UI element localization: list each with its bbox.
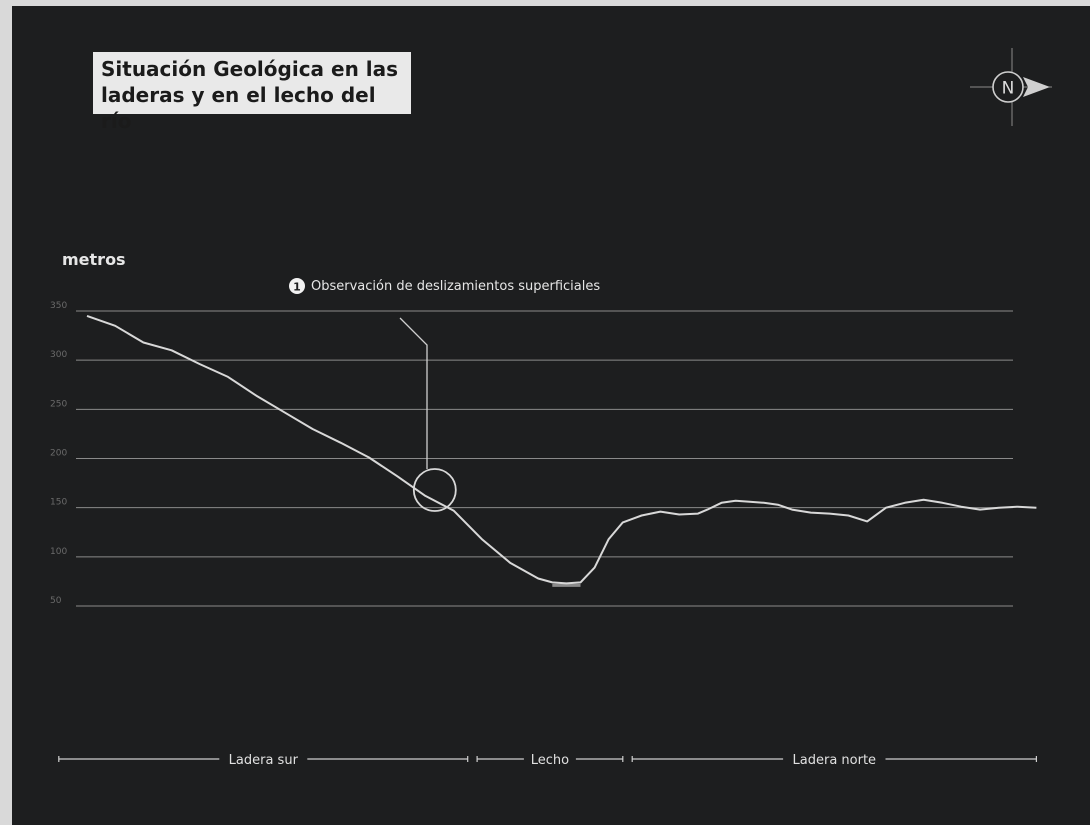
grid-lines [76, 310, 1013, 607]
y-tick-label-350: 350 [50, 301, 67, 311]
series-line-terrain-profile [86, 314, 1037, 585]
annotation-number: 1 [293, 281, 301, 294]
y-tick-label-200: 200 [50, 449, 67, 459]
annotation: 1 Observación de deslizamientos superfic… [289, 278, 600, 512]
y-tick-label-150: 150 [50, 498, 67, 508]
section-label: Lecho [531, 753, 569, 768]
section-markers: Ladera sur Lecho Ladera norte [58, 753, 1038, 768]
chart-background [12, 6, 1090, 825]
y-tick-label-250: 250 [50, 399, 67, 409]
annotation-text: Observación de deslizamientos superficia… [311, 279, 600, 294]
section-label: Ladera sur [229, 753, 299, 768]
chart-title: Situación Geológica en las laderas y en … [93, 52, 411, 133]
compass-label: N [1002, 79, 1015, 99]
highlight-circle [412, 468, 457, 512]
annotation-leader-line [399, 317, 428, 469]
y-tick-label-50: 50 [50, 596, 62, 606]
y-tick-label-300: 300 [50, 350, 67, 360]
y-axis-label: metros [62, 250, 126, 269]
y-axis-ticks: 350 300 250 200 150 100 50 [50, 301, 67, 606]
section-label: Ladera norte [793, 753, 877, 768]
north-arrow-icon: N [970, 48, 1052, 126]
y-tick-label-100: 100 [50, 547, 67, 557]
annotation-number-badge [289, 278, 305, 294]
